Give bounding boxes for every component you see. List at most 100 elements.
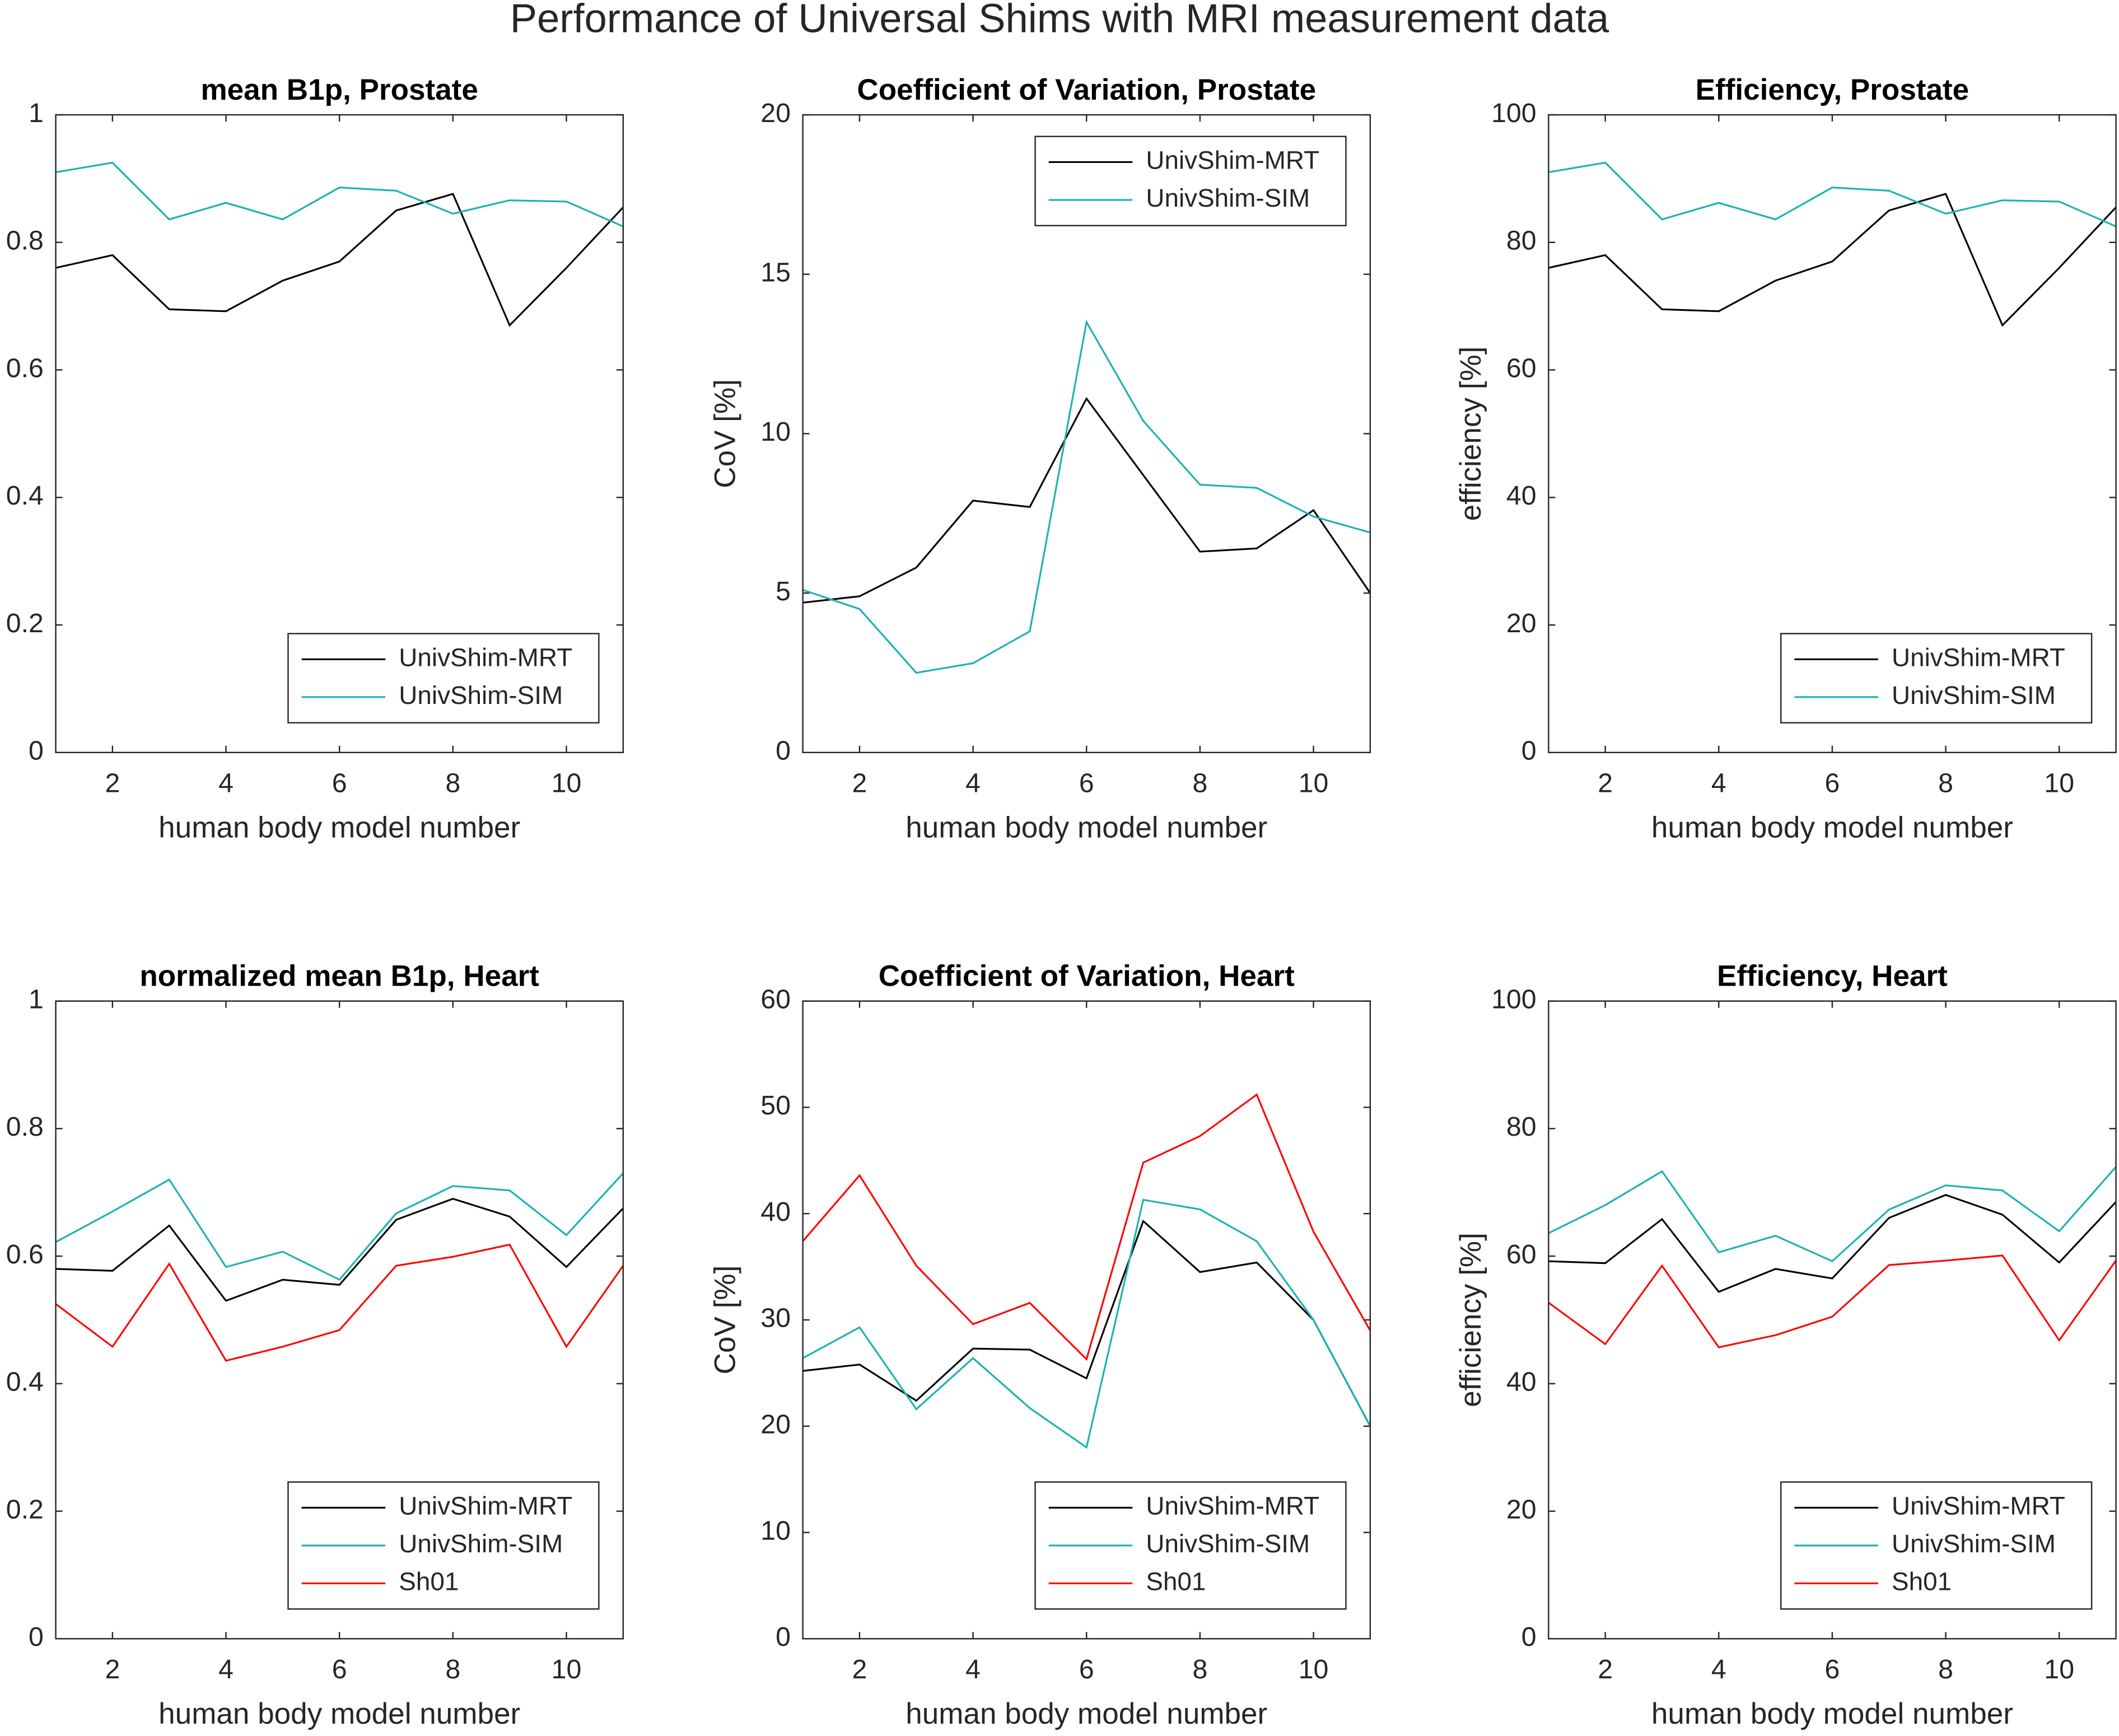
x-tick-label: 8	[1938, 768, 1953, 798]
legend-label: UnivShim-MRT	[399, 643, 572, 671]
axes-box	[802, 1000, 1371, 1640]
series-line	[1548, 1254, 2117, 1348]
y-tick-label: 80	[1506, 1112, 1537, 1142]
y-tick-label: 60	[1506, 353, 1537, 383]
y-tick-label: 20	[1506, 1494, 1537, 1524]
axes-box	[55, 1000, 624, 1640]
x-tick-label: 8	[1192, 1654, 1207, 1684]
x-tick-label: 4	[218, 1654, 234, 1684]
axes-box	[802, 114, 1371, 753]
x-tick-label: 2	[1598, 768, 1613, 798]
y-tick-label: 0.8	[6, 226, 44, 256]
y-tick-label: 0	[29, 1622, 44, 1652]
y-tick-label: 1	[29, 98, 44, 128]
y-tick-label: 10	[760, 1515, 791, 1546]
series-line	[802, 1198, 1371, 1449]
series-line	[802, 396, 1371, 604]
series-line	[55, 1243, 624, 1362]
y-tick-label: 20	[760, 98, 791, 128]
x-tick-label: 6	[332, 1654, 347, 1684]
y-tick-label: 0.4	[6, 480, 44, 511]
legend-label: UnivShim-SIM	[1146, 1529, 1310, 1558]
y-tick-label: 100	[1491, 98, 1536, 128]
x-tick-label: 6	[1079, 1654, 1094, 1684]
x-tick-label: 8	[1938, 1654, 1953, 1684]
y-tick-label: 0.6	[6, 353, 44, 383]
legend-label: Sh01	[1892, 1567, 1952, 1596]
y-tick-label: 20	[760, 1409, 791, 1439]
x-tick-label: 10	[2044, 768, 2074, 798]
series-line	[55, 1173, 624, 1281]
series-line	[55, 161, 624, 227]
legend-label: UnivShim-MRT	[1146, 146, 1319, 175]
legend-label: UnivShim-SIM	[1146, 184, 1310, 212]
y-tick-label: 10	[760, 417, 791, 447]
legend-label: Sh01	[399, 1567, 459, 1596]
y-tick-label: 20	[1506, 608, 1537, 638]
y-tick-label: 0	[1521, 735, 1537, 766]
y-tick-label: 40	[1506, 480, 1537, 511]
y-axis-label: efficiency [%]	[1454, 1233, 1487, 1407]
y-tick-label: 1	[29, 984, 44, 1014]
y-axis-label: CoV [%]	[709, 1266, 742, 1375]
legend-box	[1034, 136, 1347, 227]
chart-title: normalized mean B1p, Heart	[139, 960, 539, 993]
y-tick-label: 40	[1506, 1367, 1537, 1397]
x-axis-label: human body model number	[1651, 811, 2013, 844]
y-tick-label: 0	[776, 1622, 791, 1652]
x-tick-label: 8	[445, 1654, 460, 1684]
x-axis-label: human body model number	[1651, 1697, 2013, 1730]
x-tick-label: 6	[1079, 768, 1094, 798]
series-line	[802, 1219, 1371, 1427]
y-tick-label: 60	[760, 984, 791, 1014]
y-tick-label: 30	[760, 1303, 791, 1333]
x-tick-label: 10	[2044, 1654, 2074, 1684]
series-line	[1548, 161, 2117, 227]
series-line	[1548, 193, 2117, 327]
x-tick-label: 4	[965, 1654, 981, 1684]
x-tick-label: 10	[552, 1654, 582, 1684]
chart-title: Efficiency, Prostate	[1696, 73, 1969, 106]
y-tick-label: 0.2	[6, 1494, 44, 1524]
axes-box	[1548, 1000, 2117, 1640]
x-tick-label: 10	[1299, 768, 1329, 798]
y-tick-label: 60	[1506, 1239, 1537, 1270]
x-tick-label: 6	[332, 768, 347, 798]
x-tick-label: 8	[1192, 768, 1207, 798]
y-axis-label: CoV [%]	[709, 379, 742, 488]
x-tick-label: 2	[852, 768, 867, 798]
x-tick-label: 4	[1711, 768, 1726, 798]
legend-box	[1780, 633, 2093, 724]
y-axis-label: efficiency [%]	[1454, 347, 1487, 521]
x-tick-label: 2	[1598, 1654, 1613, 1684]
chart-title: Coefficient of Variation, Prostate	[857, 73, 1316, 106]
legend-label: UnivShim-SIM	[1892, 681, 2056, 710]
chart-title: Coefficient of Variation, Heart	[879, 960, 1295, 993]
series-line	[1548, 1166, 2117, 1263]
series-line	[1548, 1194, 2117, 1293]
legend-label: Sh01	[1146, 1567, 1206, 1596]
x-tick-label: 10	[1299, 1654, 1329, 1684]
series-line	[55, 193, 624, 327]
legend-label: UnivShim-MRT	[1892, 1491, 2065, 1520]
series-line	[55, 1197, 624, 1302]
x-tick-label: 4	[965, 768, 981, 798]
legend-label: UnivShim-MRT	[399, 1491, 572, 1520]
x-tick-label: 10	[552, 768, 582, 798]
legend-label: UnivShim-SIM	[399, 1529, 563, 1558]
x-tick-label: 2	[852, 1654, 867, 1684]
series-line	[802, 319, 1371, 674]
figure-title: Performance of Universal Shims with MRI …	[510, 0, 1609, 41]
x-tick-label: 2	[105, 768, 120, 798]
x-axis-label: human body model number	[158, 1697, 520, 1730]
y-tick-label: 50	[760, 1090, 791, 1121]
y-tick-label: 0.6	[6, 1239, 44, 1270]
legend-box	[287, 633, 600, 724]
y-tick-label: 0	[1521, 1622, 1537, 1652]
y-tick-label: 0.4	[6, 1367, 44, 1397]
y-tick-label: 5	[776, 576, 791, 606]
x-axis-label: human body model number	[158, 811, 520, 844]
legend-label: UnivShim-SIM	[1892, 1529, 2056, 1558]
